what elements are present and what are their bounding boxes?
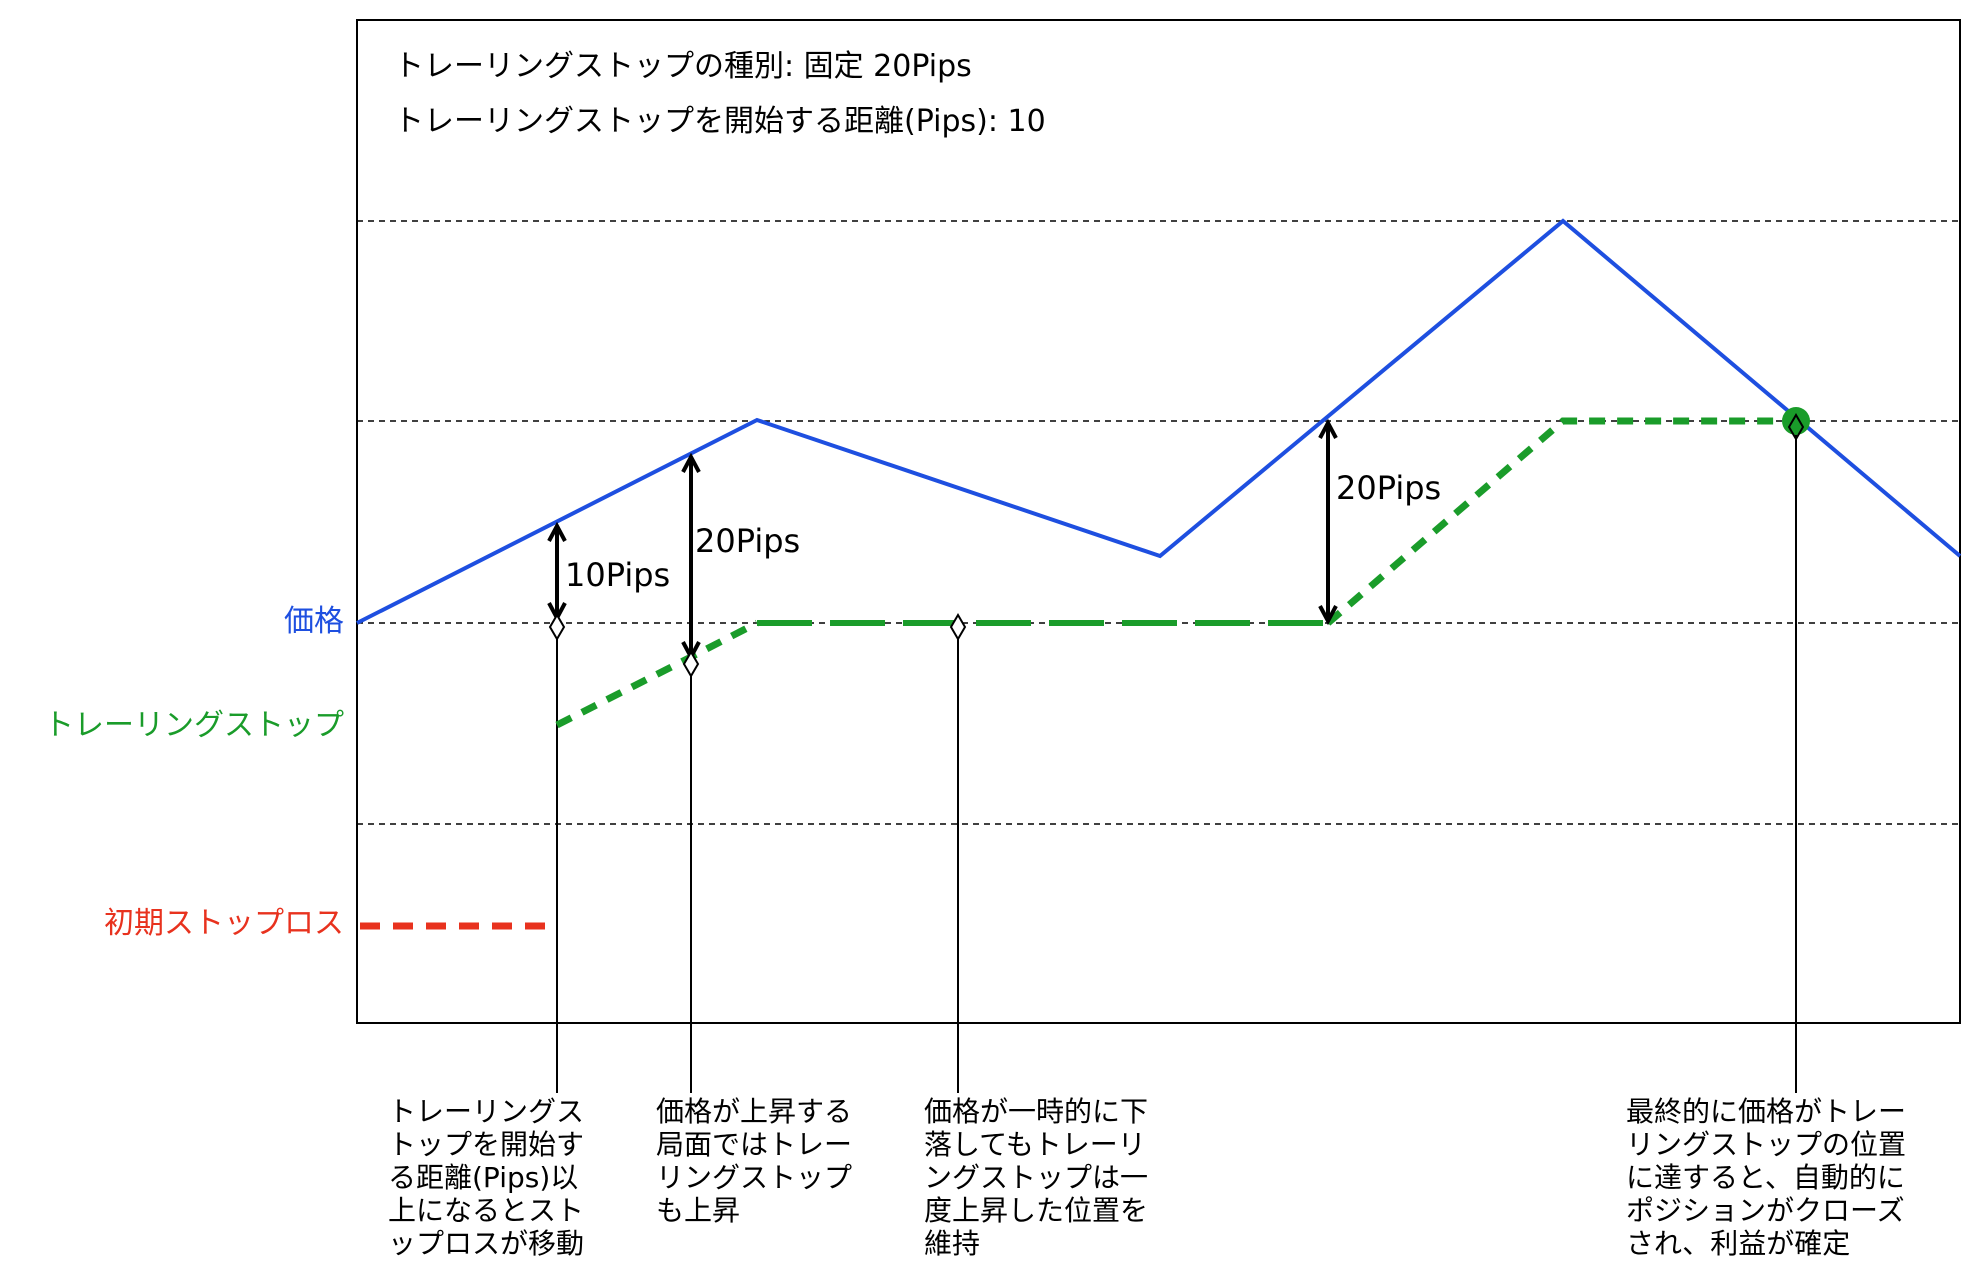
exit-point <box>1782 407 1810 435</box>
caption-price-rise: 価格が上昇する 局面ではトレー リングストップ も上昇 <box>656 1095 853 1227</box>
trailing-start-text: トレーリングストップを開始する距離(Pips): 10 <box>394 104 1046 139</box>
diamond-marker-3 <box>949 613 967 641</box>
twenty-pips-label-first: 20Pips <box>695 522 801 560</box>
arrow-10pips <box>547 521 567 623</box>
trailing-stop-rise-1 <box>555 619 759 729</box>
initial-stop-label: 初期ストップロス <box>104 906 344 941</box>
caption-price-drop: 価格が一時的に下 落してもトレーリ ングストップは一 度上昇した位置を 維持 <box>924 1095 1149 1260</box>
trailing-stop-label: トレーリングストップ <box>44 708 344 743</box>
price-line <box>356 218 1962 625</box>
arrow-20pips-second <box>1318 418 1338 626</box>
ten-pips-label: 10Pips <box>565 556 671 594</box>
diamond-marker-2 <box>682 650 700 678</box>
diamond-marker-4 <box>1787 413 1805 441</box>
caption-exit: 最終的に価格がトレー リングストップの位置 に達すると、自動的に ポジションがク… <box>1626 1095 1907 1260</box>
twenty-pips-label-second: 20Pips <box>1336 469 1442 507</box>
price-label: 価格 <box>284 604 344 639</box>
trailing-type-text: トレーリングストップの種別: 固定 20Pips <box>394 49 972 84</box>
plot-frame <box>356 19 1961 1024</box>
trailing-stop-rise-2 <box>1325 417 1796 626</box>
caption-trailing-start: トレーリングス トップを開始す る距離(Pips)以 上になるとスト ップロスが… <box>388 1095 585 1260</box>
diamond-marker-1 <box>548 613 566 641</box>
